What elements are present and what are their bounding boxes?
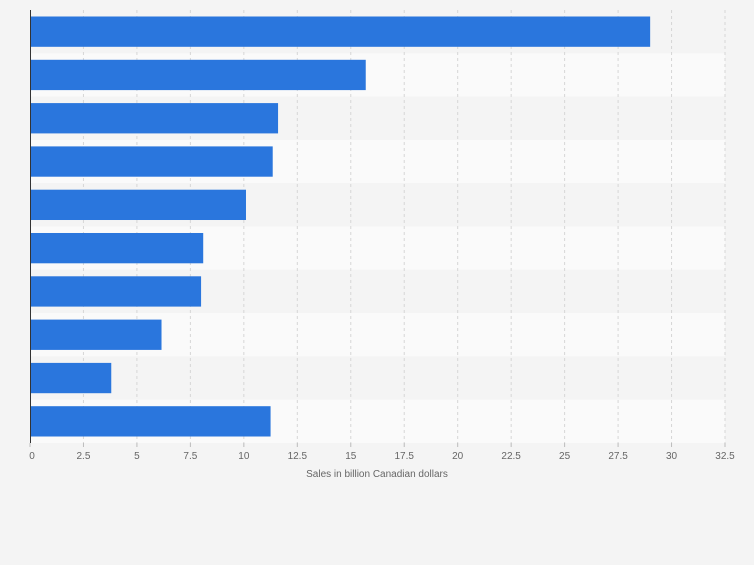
x-tick-label: 5: [134, 451, 140, 462]
x-tick-label: 0: [29, 451, 35, 462]
bar: [30, 16, 651, 47]
bar: [30, 319, 162, 350]
bar: [30, 59, 366, 91]
row-band: [30, 356, 725, 400]
x-tick-label: 10: [238, 451, 250, 462]
bar: [30, 146, 273, 177]
x-tick-label: 20: [452, 451, 464, 462]
x-tick-label: 30: [666, 451, 678, 462]
x-tick-label: 32.5: [715, 451, 735, 462]
bar: [30, 406, 271, 437]
x-tick-label: 22.5: [501, 451, 521, 462]
x-axis-label: Sales in billion Canadian dollars: [306, 469, 448, 480]
bar: [30, 189, 246, 221]
bar: [30, 232, 204, 264]
x-tick-label: 15: [345, 451, 357, 462]
x-tick-label: 17.5: [394, 451, 414, 462]
bar: [30, 276, 202, 307]
x-axis-ticks: 0 2.5 5 7.5 10 12.5 15 17.5 20 22.5 25 27.5 30 32.5: [29, 443, 735, 462]
x-tick-label: 2.5: [77, 451, 91, 462]
x-tick-label: 12.5: [288, 451, 308, 462]
x-tick-label: 25: [559, 451, 571, 462]
bar: [30, 362, 112, 394]
bars: [30, 16, 651, 437]
x-tick-label: 27.5: [608, 451, 628, 462]
x-tick-label: 7.5: [183, 451, 197, 462]
bar: [30, 103, 279, 134]
